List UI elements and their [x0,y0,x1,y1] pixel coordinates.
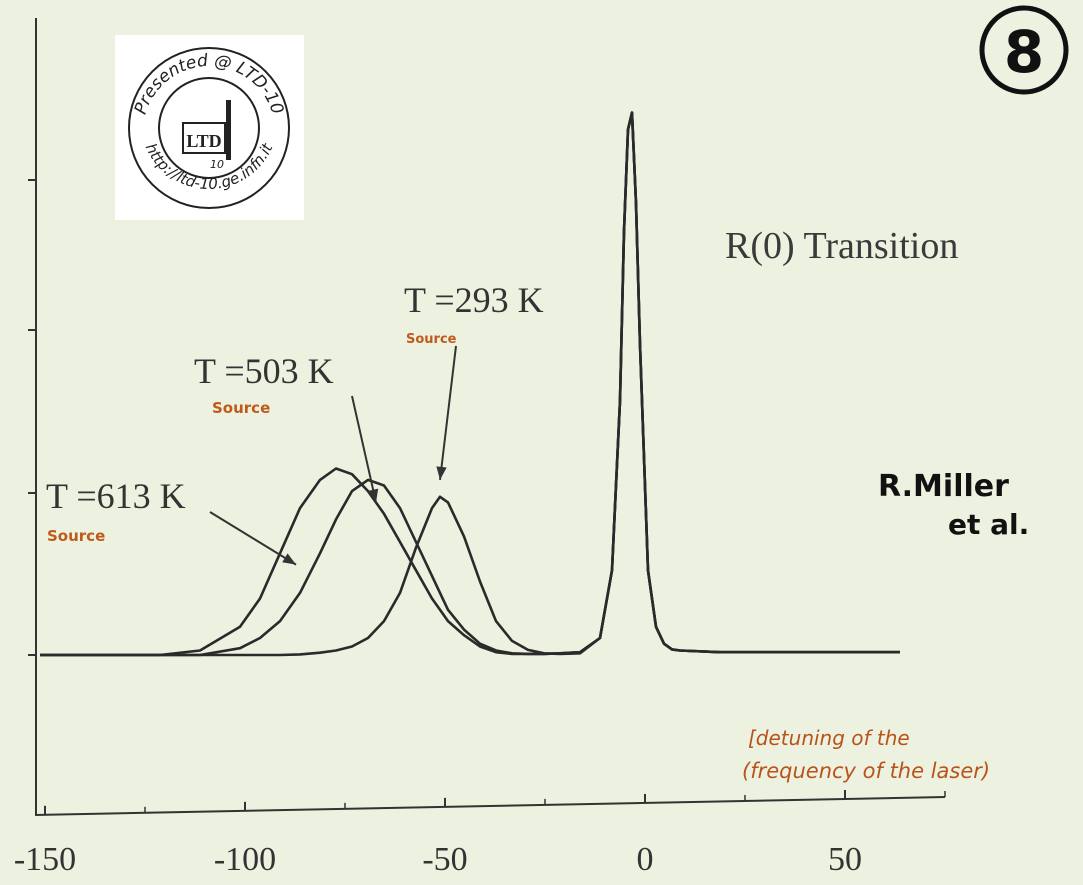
annotation-arrowhead-0 [282,553,296,565]
annotation-293k-source: Source [406,332,457,347]
logo-background [115,35,304,220]
x-axis-line [34,796,946,816]
curves [40,111,900,657]
x-tick-label: -50 [422,841,467,878]
logo-outer-ring [128,47,290,209]
axis-note-line2: (frequency of the laser) [742,759,990,783]
annotation-arrow-1 [351,395,377,503]
logo-center-text: LTD [186,131,221,151]
logo-inner-ring [158,77,260,179]
annotation-arrows [209,345,457,566]
annotation-arrowhead-2 [436,466,447,480]
annotation-293k: T =293 K [404,280,544,320]
axis-note: [detuning of the (frequency of the laser… [742,726,990,783]
logo-center-sub: 10 [210,158,224,171]
x-tick-label: 0 [637,841,654,878]
annotation-613k: T =613 K [46,476,186,516]
x-tick-label: -100 [214,841,276,878]
conference-logo: Presented @ LTD-10 http://ltd-10.ge.infn… [115,35,304,220]
axis-note-line1: [detuning of the [748,726,910,750]
annotation-503k-source: Source [212,399,270,417]
x-tick-label: 50 [828,841,862,878]
logo-tower-icon [226,100,231,160]
annotations: T =613 K Source T =503 K Source T =293 K… [46,280,544,566]
page-number-badge: 8 [979,5,1069,95]
annotation-arrow-2 [439,345,457,480]
page-number: 8 [1004,18,1044,86]
credit: R.Miller et al. [878,469,1029,541]
x-tick-label: -150 [14,841,76,878]
chart-title: R(0) Transition [725,225,958,267]
series-line-2 [40,111,900,657]
credit-author: R.Miller [878,469,1009,504]
annotation-613k-source: Source [47,527,105,545]
axes: -150 -100 -50 0 50 [14,18,946,878]
annotation-503k: T =503 K [194,351,334,391]
credit-etal: et al. [948,508,1029,541]
annotation-arrow-0 [209,511,297,566]
logo-emblem-box [182,122,226,154]
annotation-arrowhead-1 [368,488,379,503]
page-number-circle [979,5,1069,95]
